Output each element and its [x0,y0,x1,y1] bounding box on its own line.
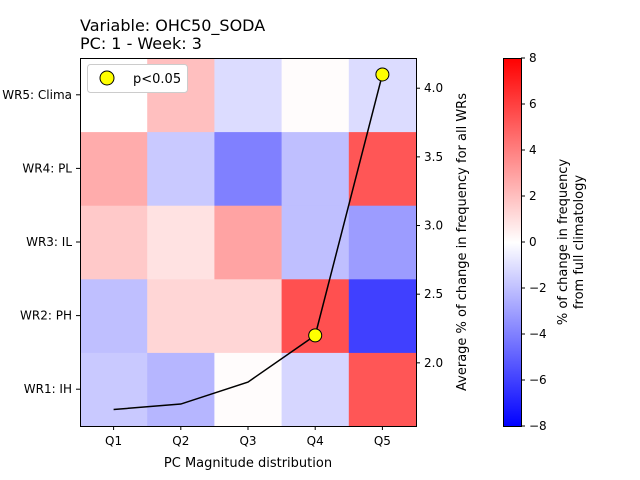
heatmap-cells [80,58,417,427]
legend: p<0.05 [87,64,188,93]
right-tick-label: 3.5 [424,150,443,164]
colorbar-gradient [503,58,521,427]
heatmap-cell-wr3-q5 [348,205,417,280]
significant-point-q5 [375,67,390,82]
colorbar-tick-label: −2 [529,281,547,295]
legend-label: p<0.05 [133,72,181,87]
colorbar-ticks: −8 −6 −4 −2 0 2 4 6 8 [521,51,547,433]
chart-title-line2: PC: 1 - Week: 3 [80,34,202,53]
heatmap-cell-wr1-q1 [80,352,148,427]
plot-frame [80,58,417,427]
heatmap-cell-wr4-q3 [214,131,283,206]
x-tick-label: Q1 [105,434,122,448]
heatmap-cell-wr3-q4 [281,205,350,280]
colorbar-label-line2: from full climatology [572,175,587,309]
heatmap-cell-wr2-q5 [348,278,417,353]
y-tick-label: WR1: IH [24,382,72,396]
heatmap-cell-wr4-q1 [80,131,148,206]
right-tick-label: 3.0 [424,219,443,233]
heatmap-cell-wr2-q2 [147,278,215,353]
y-tick-label: WR3: IL [26,235,72,249]
heatmap-cell-wr5-q3 [214,58,283,133]
y-tick-label: WR2: PH [20,309,72,323]
right-tick-label: 4.0 [424,81,443,95]
significant-point-q4 [308,328,323,343]
chart-title-line1: Variable: OHC50_SODA [80,16,265,36]
y-axis-ticks: WR1: IH WR2: PH WR3: IL WR4: PL WR5: Clima [2,88,80,396]
colorbar-tick-label: 0 [529,235,537,249]
heatmap-cell-wr4-q5 [348,131,417,206]
legend-marker [99,70,115,86]
heatmap-cell-wr1-q2 [147,352,215,427]
right-tick-label: 2.5 [424,287,443,301]
right-axis-label: Average % of change in frequency for all… [455,93,470,391]
x-tick-label: Q3 [239,434,256,448]
colorbar-tick-label: 4 [529,143,537,157]
colorbar-tick-label: 6 [529,97,537,111]
x-tick-label: Q5 [374,434,391,448]
colorbar-label-line1: % of change in frequency [556,159,571,326]
heatmap-cell-wr3-q3 [214,205,283,280]
heatmap-cell-wr5-q4 [281,58,350,133]
heatmap-cell-wr3-q1 [80,205,148,280]
colorbar-tick-label: 8 [529,51,537,65]
y-tick-label: WR5: Clima [2,88,72,102]
colorbar-tick-label: −8 [529,419,547,433]
colorbar-tick-label: −4 [529,327,547,341]
x-tick-label: Q2 [172,434,189,448]
heatmap-cell-wr1-q5 [348,352,417,427]
legend-box [87,64,188,93]
heatmap-cell-wr3-q2 [147,205,215,280]
x-axis-ticks: Q1 Q2 Q3 Q4 Q5 [105,426,391,448]
x-tick-label: Q4 [307,434,324,448]
heatmap-cell-wr2-q3 [214,278,283,353]
right-tick-label: 2.0 [424,356,443,370]
colorbar-tick-label: −6 [529,373,547,387]
heatmap-cell-wr4-q2 [147,131,215,206]
heatmap-cell-wr1-q4 [281,352,350,427]
average-change-line [113,74,384,411]
heatmap-cell-wr4-q4 [281,131,350,206]
y-tick-label: WR4: PL [22,161,72,175]
colorbar-tick-label: 2 [529,189,537,203]
right-axis-ticks: 2.0 2.5 3.0 3.5 4.0 [416,81,443,370]
heatmap-cell-wr2-q1 [80,278,148,353]
x-axis-label: PC Magnitude distribution [164,456,332,471]
significant-points [308,67,390,343]
